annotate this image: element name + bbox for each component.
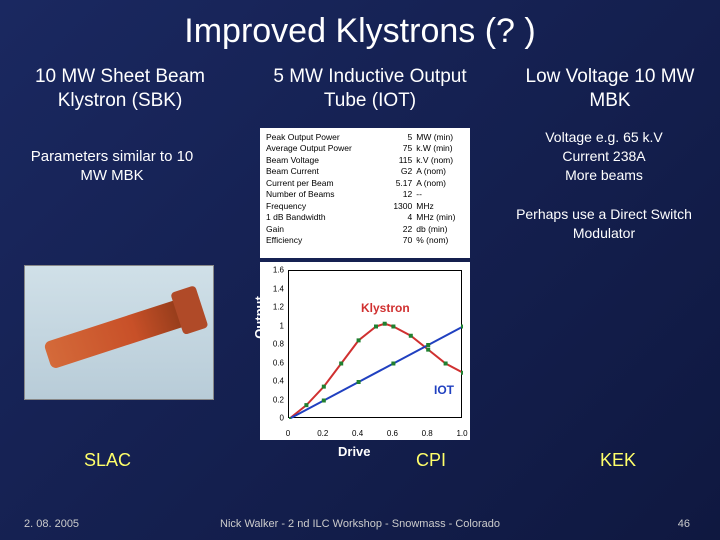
y-axis-label: Output xyxy=(252,296,267,339)
plot-area: Klystron IOT xyxy=(288,270,462,418)
x-tick: 0.4 xyxy=(352,429,363,438)
series-marker xyxy=(444,362,448,366)
series-marker xyxy=(357,338,361,342)
series-marker xyxy=(391,325,395,329)
col1-head: 10 MW Sheet Beam Klystron (SBK) xyxy=(20,65,220,113)
device-shape-icon xyxy=(43,296,194,369)
y-tick: 1.6 xyxy=(262,266,284,275)
y-tick: 0 xyxy=(262,414,284,423)
table-row: Frequency1300MHz xyxy=(266,201,464,212)
cpi-label: CPI xyxy=(416,450,446,471)
right-notes: Voltage e.g. 65 k.V Current 238A More be… xyxy=(514,128,694,242)
modulator-note: Perhaps use a Direct Switch Modulator xyxy=(514,205,694,243)
footer: 2. 08. 2005 Nick Walker - 2 nd ILC Works… xyxy=(0,518,720,530)
y-tick: 1.4 xyxy=(262,284,284,293)
series-marker xyxy=(289,417,291,419)
current-note: Current 238A xyxy=(514,147,694,166)
y-tick: 0.6 xyxy=(262,358,284,367)
col2-head: 5 MW Inductive Output Tube (IOT) xyxy=(265,65,475,113)
table-row: Average Output Power75k.W (min) xyxy=(266,143,464,154)
parameter-table: Peak Output Power5MW (min)Average Output… xyxy=(260,128,470,258)
series-marker xyxy=(374,325,378,329)
y-tick: 0.2 xyxy=(262,395,284,404)
iot-series-label: IOT xyxy=(434,383,454,397)
column-headers: 10 MW Sheet Beam Klystron (SBK) 5 MW Ind… xyxy=(0,65,720,113)
footer-center: Nick Walker - 2 nd ILC Workshop - Snowma… xyxy=(0,518,720,530)
x-tick: 0.6 xyxy=(387,429,398,438)
series-marker xyxy=(339,362,343,366)
footer-date: 2. 08. 2005 xyxy=(24,518,79,530)
table-row: Beam Voltage115k.V (nom) xyxy=(266,155,464,166)
series-marker xyxy=(391,362,395,366)
table-row: Beam CurrentG2A (nom) xyxy=(266,166,464,177)
output-vs-drive-chart: Klystron IOT 1.61.41.210.80.60.40.20 00.… xyxy=(260,262,470,440)
series-marker xyxy=(322,399,326,403)
slide-title: Improved Klystrons (? ) xyxy=(0,0,720,51)
series-marker xyxy=(383,322,387,326)
series-marker xyxy=(322,385,326,389)
table-row: Gain22db (min) xyxy=(266,224,464,235)
kek-label: KEK xyxy=(600,450,636,471)
series-line xyxy=(289,327,463,420)
series-marker xyxy=(304,403,308,407)
series-marker xyxy=(409,334,413,338)
slac-label: SLAC xyxy=(84,450,131,471)
beams-note: More beams xyxy=(514,166,694,185)
sbk-device-image xyxy=(24,265,214,400)
x-tick: 0.2 xyxy=(317,429,328,438)
x-tick: 0 xyxy=(286,429,290,438)
table-row: 1 dB Bandwidth4MHz (min) xyxy=(266,212,464,223)
x-tick: 0.8 xyxy=(422,429,433,438)
table-row: Current per Beam5.17A (nom) xyxy=(266,178,464,189)
table-row: Efficiency70% (nom) xyxy=(266,235,464,246)
series-marker xyxy=(426,343,430,347)
footer-page: 46 xyxy=(678,518,690,530)
series-marker xyxy=(357,380,361,384)
voltage-note: Voltage e.g. 65 k.V xyxy=(514,128,694,147)
table-row: Peak Output Power5MW (min) xyxy=(266,132,464,143)
x-tick: 1.0 xyxy=(456,429,467,438)
table-row: Number of Beams12-- xyxy=(266,189,464,200)
series-marker xyxy=(461,325,463,329)
series-marker xyxy=(426,348,430,352)
series-marker xyxy=(461,371,463,375)
y-tick: 0.8 xyxy=(262,340,284,349)
param-note: Parameters similar to 10 MW MBK xyxy=(22,147,202,186)
col3-head: Low Voltage 10 MW MBK xyxy=(520,65,700,113)
klystron-series-label: Klystron xyxy=(361,301,410,315)
x-axis-label: Drive xyxy=(338,444,371,459)
y-tick: 0.4 xyxy=(262,377,284,386)
